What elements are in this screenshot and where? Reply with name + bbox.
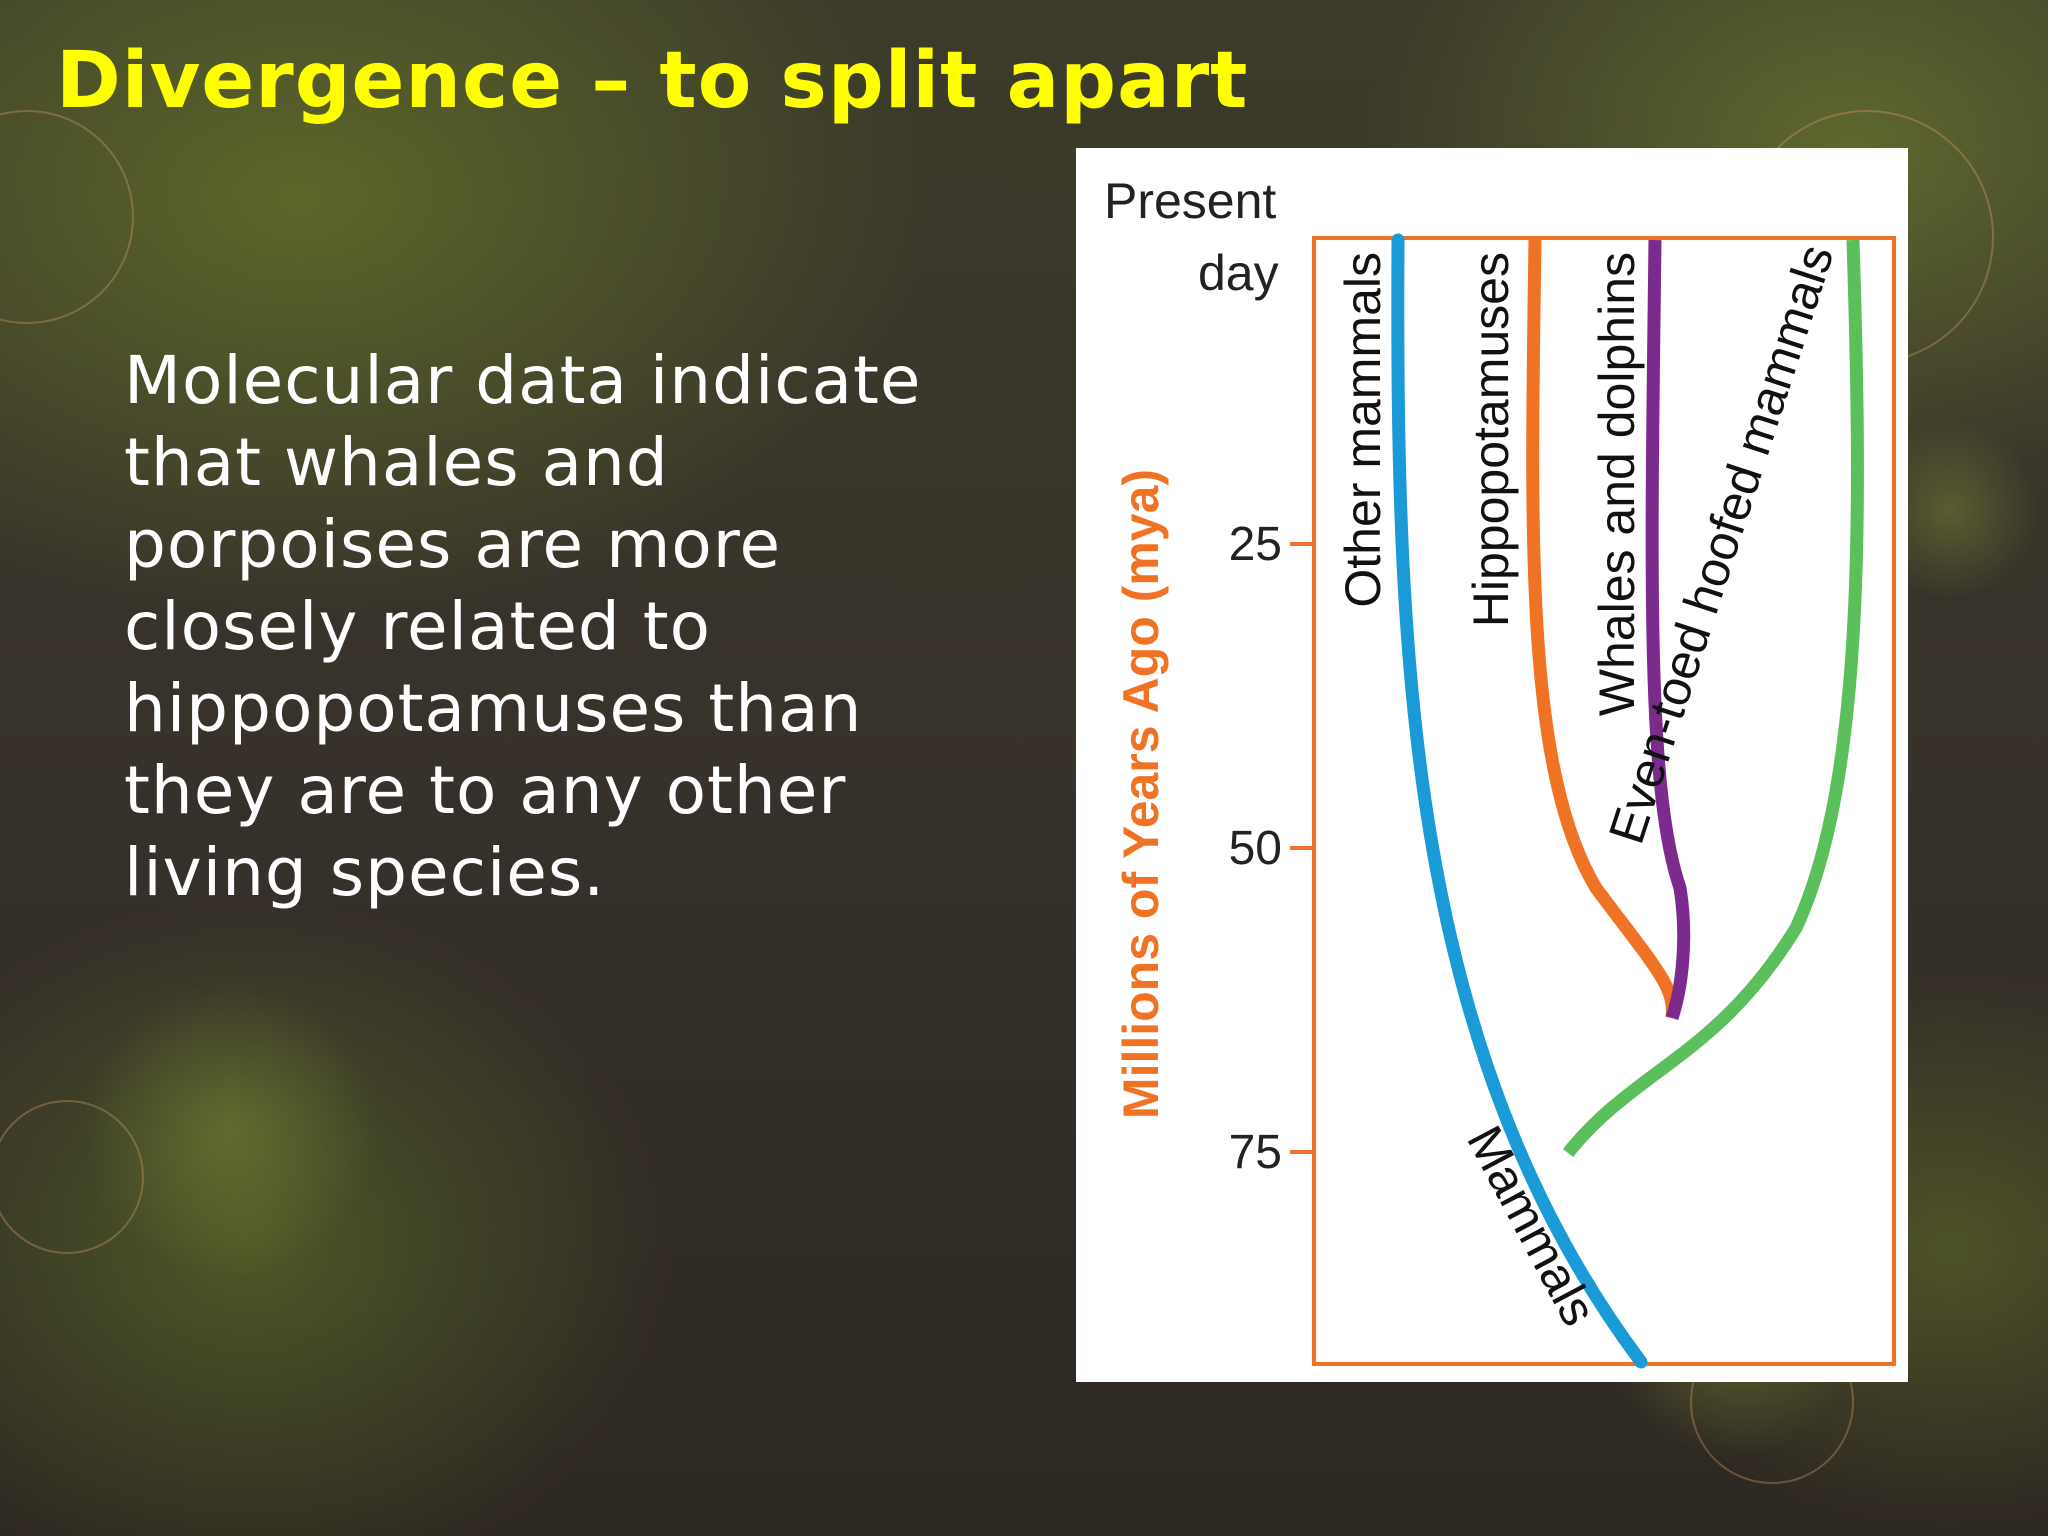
- diagram-frame: [1312, 236, 1896, 1366]
- phylogeny-figure: 25 50 75 Present day Millions of Years A…: [1076, 148, 1908, 1382]
- present-label: Present: [1104, 173, 1276, 229]
- bokeh-circle: [0, 1100, 144, 1254]
- branch-other-mammals: [1391, 233, 1648, 1369]
- label-hippopotamuses: Hippopotamuses: [1463, 252, 1519, 627]
- slide-title: Divergence – to split apart: [56, 36, 1249, 126]
- y-axis-label: Millions of Years Ago (mya): [1113, 469, 1169, 1119]
- tick-label-25: 25: [1229, 518, 1282, 571]
- bokeh-circle: [0, 110, 134, 324]
- branch-whales-and-dolphins: [1645, 239, 1691, 1021]
- label-whales-and-dolphins: Whales and dolphins: [1589, 252, 1645, 716]
- day-label: day: [1198, 245, 1279, 301]
- branch-hippopotamuses: [1526, 239, 1679, 1019]
- phylogeny-svg: 25 50 75 Present day Millions of Years A…: [1104, 173, 1896, 1369]
- body-text: Molecular data indicate that whales and …: [124, 342, 922, 911]
- tick-label-50: 50: [1229, 822, 1282, 875]
- tick-label-75: 75: [1229, 1126, 1282, 1179]
- branch-even-toed-hoofed-mammals: [1562, 239, 1864, 1158]
- bokeh-blur: [80, 980, 380, 1280]
- label-mammals: Mammals: [1456, 1117, 1607, 1335]
- label-other-mammals: Other mammals: [1335, 252, 1391, 608]
